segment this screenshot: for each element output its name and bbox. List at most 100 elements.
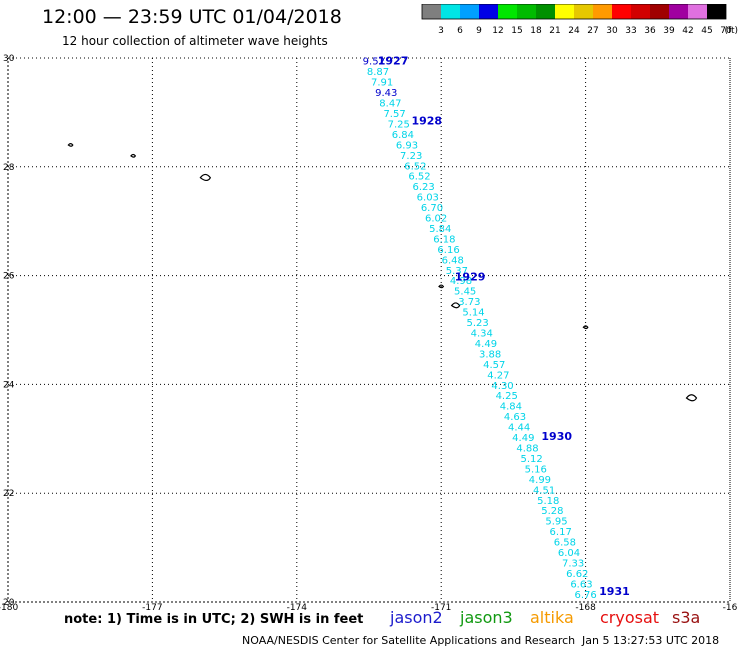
wave-height-value: 4.88	[516, 443, 538, 454]
units-note: note: 1) Time is in UTC; 2) SWH is in fe…	[64, 612, 364, 627]
colorbar-bin	[555, 4, 574, 19]
wave-height-value: 5.18	[537, 496, 559, 507]
pass-time-label: 1929	[455, 271, 486, 284]
colorbar-bin	[688, 4, 707, 19]
page-title: 12:00 — 23:59 UTC 01/04/2018	[42, 6, 342, 28]
colorbar-bin	[479, 4, 498, 19]
island-outline	[130, 153, 137, 158]
colorbar-bin	[612, 4, 631, 19]
wave-height-value: 4.34	[471, 329, 493, 340]
wave-height-value: 4.27	[487, 370, 509, 381]
wave-height-value: 6.70	[421, 203, 443, 214]
wave-height-value: 9.43	[375, 88, 397, 99]
wave-height-value: 6.63	[570, 579, 592, 590]
latitude-tick-label: 28	[3, 163, 15, 173]
wave-height-value: 8.87	[367, 67, 389, 78]
colorbar-bin	[441, 4, 460, 19]
island-outline	[199, 173, 212, 182]
colorbar-bin	[517, 4, 536, 19]
pass-time-label: 1927	[378, 55, 409, 68]
wave-height-value: 7.91	[371, 78, 393, 89]
page-subtitle: 12 hour collection of altimeter wave hei…	[62, 34, 328, 48]
island-outline	[582, 325, 589, 330]
colorbar-unit: (ft)	[724, 26, 738, 36]
colorbar-bin	[536, 4, 555, 19]
latitude-tick-label: 20	[3, 598, 15, 608]
colorbar-tick-label: 3	[438, 26, 444, 36]
wave-height-value: 5.95	[545, 517, 567, 528]
wave-height-value: 6.52	[408, 172, 430, 183]
colorbar-tick-label: 9	[476, 26, 482, 36]
wave-height-value: 6.03	[417, 193, 439, 204]
satellite-label-s3a: s3a	[672, 608, 701, 627]
wave-height-value: 6.04	[558, 548, 580, 559]
latitude-tick-label: 24	[3, 380, 15, 390]
wave-height-value: 5.23	[466, 318, 488, 329]
colorbar-tick-label: 6	[457, 26, 463, 36]
wave-height-value: 6.23	[413, 182, 435, 193]
colorbar-bin	[707, 4, 726, 19]
colorbar-bin	[669, 4, 688, 19]
longitude-tick-label: -171	[431, 603, 451, 610]
colorbar-tick-label: 42	[682, 26, 693, 36]
colorbar-tick-label: 24	[568, 26, 580, 36]
colorbar-tick-label: 12	[492, 26, 503, 36]
generated-timestamp: Jan 5 13:27:53 UTC 2018	[582, 634, 720, 647]
longitude-tick-label: -177	[142, 603, 162, 610]
wave-height-value: 5.84	[429, 224, 451, 235]
wave-height-value: 4.51	[533, 485, 555, 496]
wave-height-value: 4.30	[491, 381, 513, 392]
latitude-tick-label: 22	[3, 489, 14, 499]
colorbar-tick-label: 30	[606, 26, 618, 36]
longitude-tick-label: -168	[575, 603, 596, 610]
colorbar-bin	[460, 4, 479, 19]
wave-height-value: 6.18	[433, 234, 455, 245]
wave-height-value: 4.84	[500, 402, 522, 413]
colorbar-tick-label: 15	[511, 26, 522, 36]
colorbar-bin	[650, 4, 669, 19]
wave-height-value: 6.48	[442, 255, 464, 266]
wave-height-value: 5.14	[462, 308, 484, 319]
longitude-tick-label: -16	[723, 603, 738, 610]
colorbar-tick-label: 21	[549, 26, 560, 36]
wave-height-value: 4.49	[475, 339, 497, 350]
wave-height-value: 5.37	[446, 266, 468, 277]
wave-height-value: 7.23	[400, 151, 422, 162]
colorbar-bin	[574, 4, 593, 19]
longitude-tick-label: -174	[287, 603, 308, 610]
wave-height-value: 3.88	[479, 349, 501, 360]
satellite-label-cryosat: cryosat	[600, 608, 660, 627]
satellite-label-jason3: jason3	[460, 608, 513, 627]
wave-height-value: 7.33	[562, 558, 584, 569]
colorbar-bin	[498, 4, 517, 19]
wave-height-value: 6.16	[437, 245, 459, 256]
island-outline	[685, 394, 698, 402]
latitude-tick-label: 30	[3, 54, 15, 64]
wave-height-value: 6.17	[550, 527, 572, 538]
island-outline	[67, 143, 74, 147]
colorbar-tick-label: 33	[625, 26, 636, 36]
colorbar-tick-label: 70	[720, 26, 732, 36]
colorbar-tick-label: 45	[701, 26, 712, 36]
wave-height-value: 8.47	[379, 99, 401, 110]
wave-height-value: 9.52	[363, 57, 385, 68]
wave-height-value: 7.57	[383, 109, 405, 120]
island-outline	[450, 302, 461, 309]
longitude-tick-label: -180	[0, 603, 18, 610]
wave-height-value: 4.25	[496, 391, 518, 402]
satellite-label-altika: altika	[530, 608, 574, 627]
credit-line: NOAA/NESDIS Center for Satellite Applica…	[242, 634, 576, 647]
wave-height-value: 6.62	[566, 569, 588, 580]
colorbar-tick-label: 36	[644, 26, 656, 36]
colorbar-bin	[593, 4, 612, 19]
wave-height-value: 4.44	[508, 423, 530, 434]
wave-height-value: 6.93	[396, 140, 418, 151]
satellite-label-jason2: jason2	[390, 608, 443, 627]
wave-height-value: 6.76	[574, 590, 596, 601]
wave-height-value: 4.49	[512, 433, 534, 444]
wave-height-map: -180-177-174-171-168-163028262422209.528…	[0, 54, 738, 610]
wave-height-value: 4.98	[450, 276, 472, 287]
colorbar-tick-label: 27	[587, 26, 598, 36]
wave-height-value: 7.25	[388, 119, 410, 130]
wave-height-value: 3.73	[458, 297, 480, 308]
